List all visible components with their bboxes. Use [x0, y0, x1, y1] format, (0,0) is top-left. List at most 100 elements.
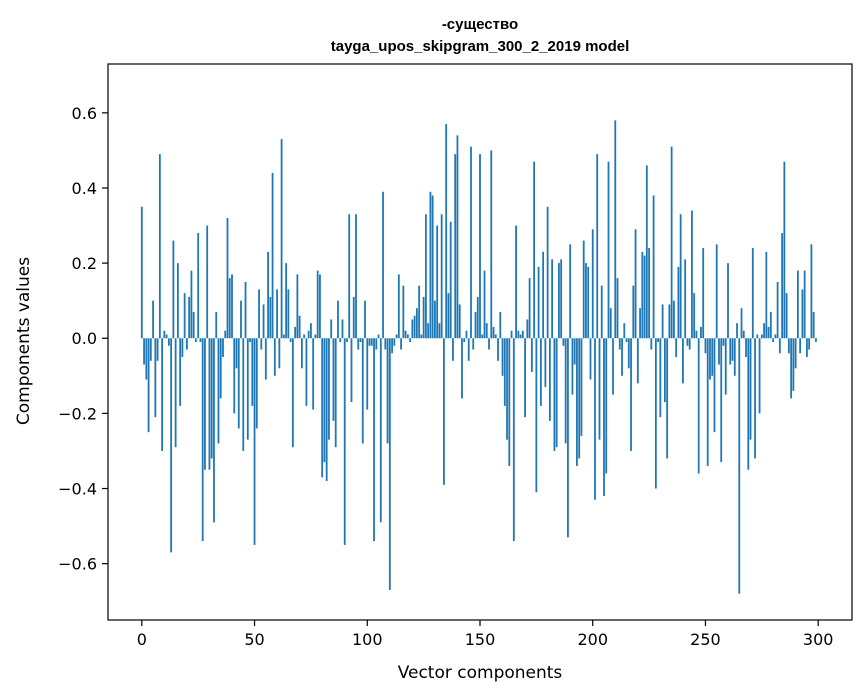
bar-66	[289, 338, 292, 342]
bar-84	[330, 319, 333, 339]
bar-242	[686, 338, 689, 346]
bar-161	[503, 338, 506, 406]
bar-74	[307, 330, 310, 339]
bar-240	[682, 338, 684, 384]
bar-287	[787, 338, 790, 354]
bar-159	[499, 311, 502, 339]
bar-288	[790, 338, 793, 399]
bar-91	[346, 338, 348, 342]
bar-282	[776, 281, 779, 339]
bar-221	[639, 308, 641, 339]
bar-227	[652, 195, 655, 339]
bar-172	[528, 278, 531, 339]
bar-129	[431, 195, 434, 339]
bar-41	[233, 338, 236, 414]
bar-262	[731, 338, 734, 361]
bar-220	[636, 338, 639, 384]
bar-155	[490, 150, 493, 339]
bar-56	[267, 251, 269, 339]
bar-244	[691, 210, 693, 339]
bar-43	[237, 338, 240, 429]
bar-79	[319, 274, 321, 339]
bar-179	[544, 338, 547, 388]
bar-229	[657, 338, 660, 342]
bar-295	[806, 338, 808, 358]
bar-105	[377, 334, 380, 339]
y-axis-ticks: −0.6 −0.4 −0.2 0.0 0.2 0.4 0.6	[58, 104, 108, 574]
bar-265	[738, 338, 741, 594]
bar-283	[778, 338, 781, 354]
bar-226	[650, 338, 653, 350]
bar-247	[697, 338, 700, 474]
bar-106	[379, 338, 382, 523]
bar-169	[521, 330, 524, 339]
bar-248	[700, 326, 702, 339]
bar-273	[756, 334, 759, 339]
x-axis-ticks: 0 50 100 150 200 250 300	[137, 620, 833, 649]
bar-30	[208, 338, 211, 470]
bar-31	[210, 338, 213, 459]
bar-182	[551, 259, 554, 339]
bar-276	[763, 323, 765, 339]
bar-193	[576, 338, 578, 466]
bar-23	[192, 311, 195, 339]
bar-71	[300, 338, 303, 369]
bar-183	[553, 338, 556, 451]
bar-171	[526, 319, 529, 339]
bar-115	[400, 338, 402, 350]
bar-199	[589, 338, 592, 380]
bar-102	[370, 338, 373, 346]
bar-187	[562, 338, 565, 346]
bar-147	[472, 338, 475, 350]
bar-260	[727, 263, 729, 339]
bar-3	[147, 338, 150, 433]
bar-7	[156, 338, 159, 361]
y-tick-label: 0.2	[72, 254, 97, 273]
bar-16	[176, 263, 179, 339]
x-axis-label: Vector components	[398, 663, 563, 683]
bar-233	[666, 338, 669, 459]
bar-37	[224, 330, 227, 339]
bar-205	[603, 338, 605, 497]
bar-87	[337, 300, 339, 339]
bar-202	[596, 154, 599, 339]
bar-59	[273, 338, 276, 376]
chart-title-line-1: -существо	[442, 16, 518, 33]
bar-252	[709, 338, 711, 380]
bar-75	[310, 323, 312, 339]
bar-134	[443, 338, 445, 485]
bar-122	[415, 308, 418, 339]
bar-189	[567, 338, 569, 538]
bar-279	[769, 311, 772, 339]
bar-208	[609, 308, 612, 339]
bar-40	[231, 274, 233, 339]
bar-97	[359, 338, 362, 342]
bar-83	[328, 338, 330, 440]
bar-112	[393, 338, 396, 346]
bar-127	[427, 323, 430, 339]
bar-130	[434, 300, 436, 339]
bar-212	[618, 338, 621, 350]
bar-80	[321, 338, 324, 478]
bar-98	[361, 338, 364, 444]
bar-54	[262, 304, 265, 339]
bar-6	[154, 338, 157, 418]
bar-256	[718, 338, 720, 365]
bar-4	[149, 338, 152, 361]
bar-18	[181, 338, 184, 358]
bar-232	[663, 338, 666, 403]
bar-12	[167, 338, 170, 346]
bar-124	[420, 334, 423, 339]
bar-173	[530, 338, 533, 373]
bar-198	[587, 266, 590, 339]
bar-93	[350, 338, 353, 403]
bar-293	[801, 289, 804, 339]
bar-292	[799, 338, 802, 354]
y-tick-label: 0.0	[72, 329, 97, 348]
bar-206	[605, 338, 608, 474]
bar-22	[190, 270, 193, 339]
bar-234	[668, 304, 671, 339]
bar-243	[688, 338, 691, 350]
bar-28	[204, 338, 206, 470]
bar-120	[411, 319, 414, 339]
